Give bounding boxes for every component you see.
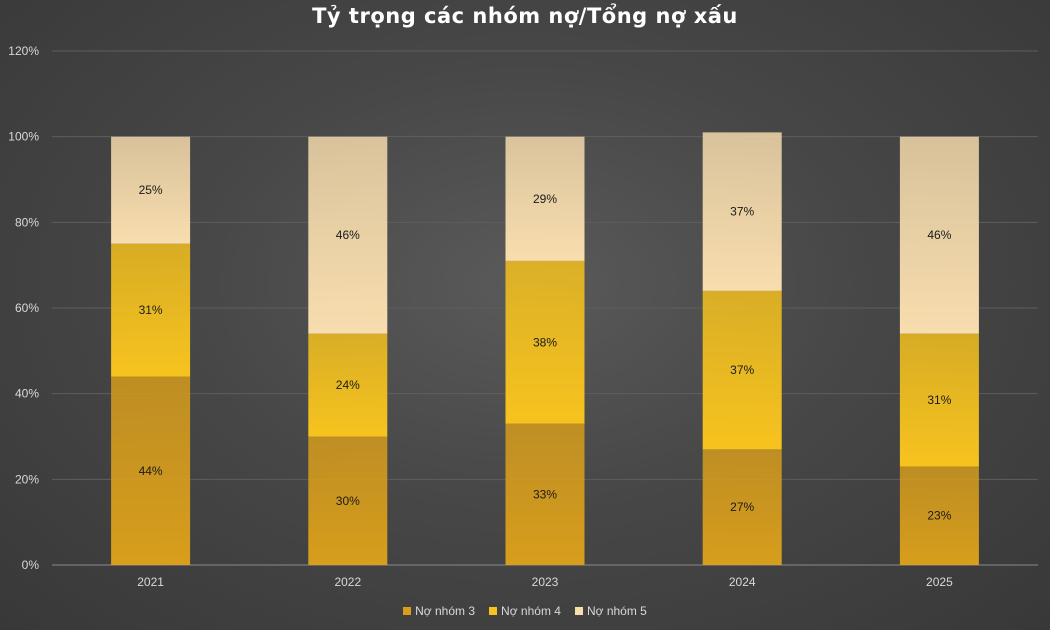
legend-item: Nợ nhóm 3 <box>403 604 475 618</box>
legend-label: Nợ nhóm 4 <box>501 604 561 618</box>
data-label: 30% <box>336 494 360 508</box>
data-label: 23% <box>927 509 951 523</box>
bar-5-2023 <box>505 136 585 261</box>
bar-5-2024 <box>702 132 782 291</box>
bar-3-2024 <box>702 449 782 565</box>
data-label: 37% <box>730 205 754 219</box>
x-tick-label: 2025 <box>926 575 953 589</box>
bar-5-2025 <box>899 136 979 334</box>
y-tick-label: 20% <box>15 472 39 486</box>
data-label: 46% <box>927 228 951 242</box>
data-label: 27% <box>730 500 754 514</box>
x-tick-label: 2021 <box>137 575 164 589</box>
data-label: 24% <box>336 378 360 392</box>
data-label: 38% <box>533 335 557 349</box>
data-label: 31% <box>927 393 951 407</box>
bar-4-2025 <box>899 333 979 467</box>
bar-4-2021 <box>111 243 191 377</box>
y-tick-label: 120% <box>8 44 39 58</box>
legend-swatch <box>574 607 583 615</box>
data-label: 29% <box>533 192 557 206</box>
bar-5-2021 <box>111 136 191 244</box>
legend-swatch <box>489 607 498 615</box>
x-tick-label: 2022 <box>334 575 361 589</box>
bar-4-2022 <box>308 333 388 437</box>
legend: Nợ nhóm 3 Nợ nhóm 4 Nợ nhóm 5 <box>0 604 1050 618</box>
legend-item: Nợ nhóm 4 <box>489 604 561 618</box>
bar-4-2024 <box>702 290 782 450</box>
bar-3-2021 <box>111 376 191 565</box>
legend-label: Nợ nhóm 5 <box>586 604 647 618</box>
bar-3-2023 <box>505 423 585 565</box>
data-label: 37% <box>730 363 754 377</box>
data-label: 33% <box>533 487 557 501</box>
data-label: 31% <box>139 303 163 317</box>
y-tick-label: 0% <box>22 558 40 572</box>
y-tick-label: 40% <box>15 387 39 401</box>
legend-swatch <box>403 607 412 615</box>
data-label: 46% <box>336 228 360 242</box>
chart-title: Tỷ trọng các nhóm nợ/Tổng nợ xấu <box>312 4 738 28</box>
bar-4-2023 <box>505 260 585 424</box>
y-tick-label: 100% <box>8 130 39 144</box>
legend-item: Nợ nhóm 5 <box>574 604 647 618</box>
x-tick-label: 2024 <box>729 575 756 589</box>
data-label: 44% <box>139 464 163 478</box>
y-tick-label: 60% <box>15 301 39 315</box>
bar-5-2022 <box>308 136 388 334</box>
data-label: 25% <box>139 183 163 197</box>
bar-3-2022 <box>308 436 388 565</box>
legend-label: Nợ nhóm 3 <box>415 604 476 618</box>
bar-3-2025 <box>899 466 979 565</box>
x-tick-label: 2023 <box>532 575 559 589</box>
y-tick-label: 80% <box>15 215 39 229</box>
